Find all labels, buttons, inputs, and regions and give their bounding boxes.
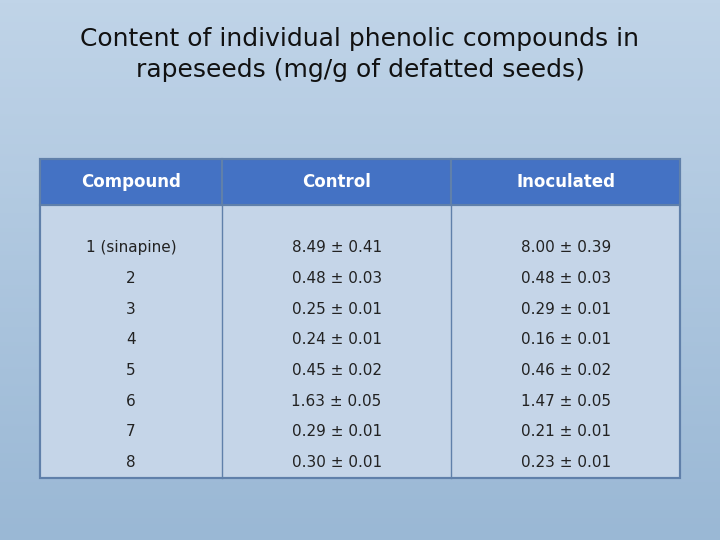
Bar [40,159,222,205]
Text: Compound: Compound [81,173,181,191]
Text: 3: 3 [126,302,136,316]
Text: 7: 7 [126,424,136,440]
Text: 0.46 ± 0.02: 0.46 ± 0.02 [521,363,611,378]
Text: 0.21 ± 0.01: 0.21 ± 0.01 [521,424,611,440]
Text: 0.29 ± 0.01: 0.29 ± 0.01 [521,302,611,316]
Text: 0.45 ± 0.02: 0.45 ± 0.02 [292,363,382,378]
Text: Content of individual phenolic compounds in
rapeseeds (mg/g of defatted seeds): Content of individual phenolic compounds… [81,27,639,82]
Bar [40,159,680,478]
Text: 0.23 ± 0.01: 0.23 ± 0.01 [521,455,611,470]
Text: 0.29 ± 0.01: 0.29 ± 0.01 [292,424,382,440]
Text: 1.47 ± 0.05: 1.47 ± 0.05 [521,394,611,409]
Text: 0.24 ± 0.01: 0.24 ± 0.01 [292,332,382,347]
Text: 1 (sinapine): 1 (sinapine) [86,240,176,255]
Bar [222,159,451,205]
Text: Inoculated: Inoculated [516,173,615,191]
Text: 1.63 ± 0.05: 1.63 ± 0.05 [292,394,382,409]
Text: 0.16 ± 0.01: 0.16 ± 0.01 [521,332,611,347]
Bar [451,159,680,205]
Bar [40,205,680,478]
Text: 0.48 ± 0.03: 0.48 ± 0.03 [521,271,611,286]
Text: Control: Control [302,173,371,191]
Text: 0.30 ± 0.01: 0.30 ± 0.01 [292,455,382,470]
Text: 4: 4 [126,332,136,347]
Text: 5: 5 [126,363,136,378]
Text: 6: 6 [126,394,136,409]
Text: 8: 8 [126,455,136,470]
Text: 8.49 ± 0.41: 8.49 ± 0.41 [292,240,382,255]
Text: 8.00 ± 0.39: 8.00 ± 0.39 [521,240,611,255]
Text: 0.25 ± 0.01: 0.25 ± 0.01 [292,302,382,316]
Text: 0.48 ± 0.03: 0.48 ± 0.03 [292,271,382,286]
Text: 2: 2 [126,271,136,286]
